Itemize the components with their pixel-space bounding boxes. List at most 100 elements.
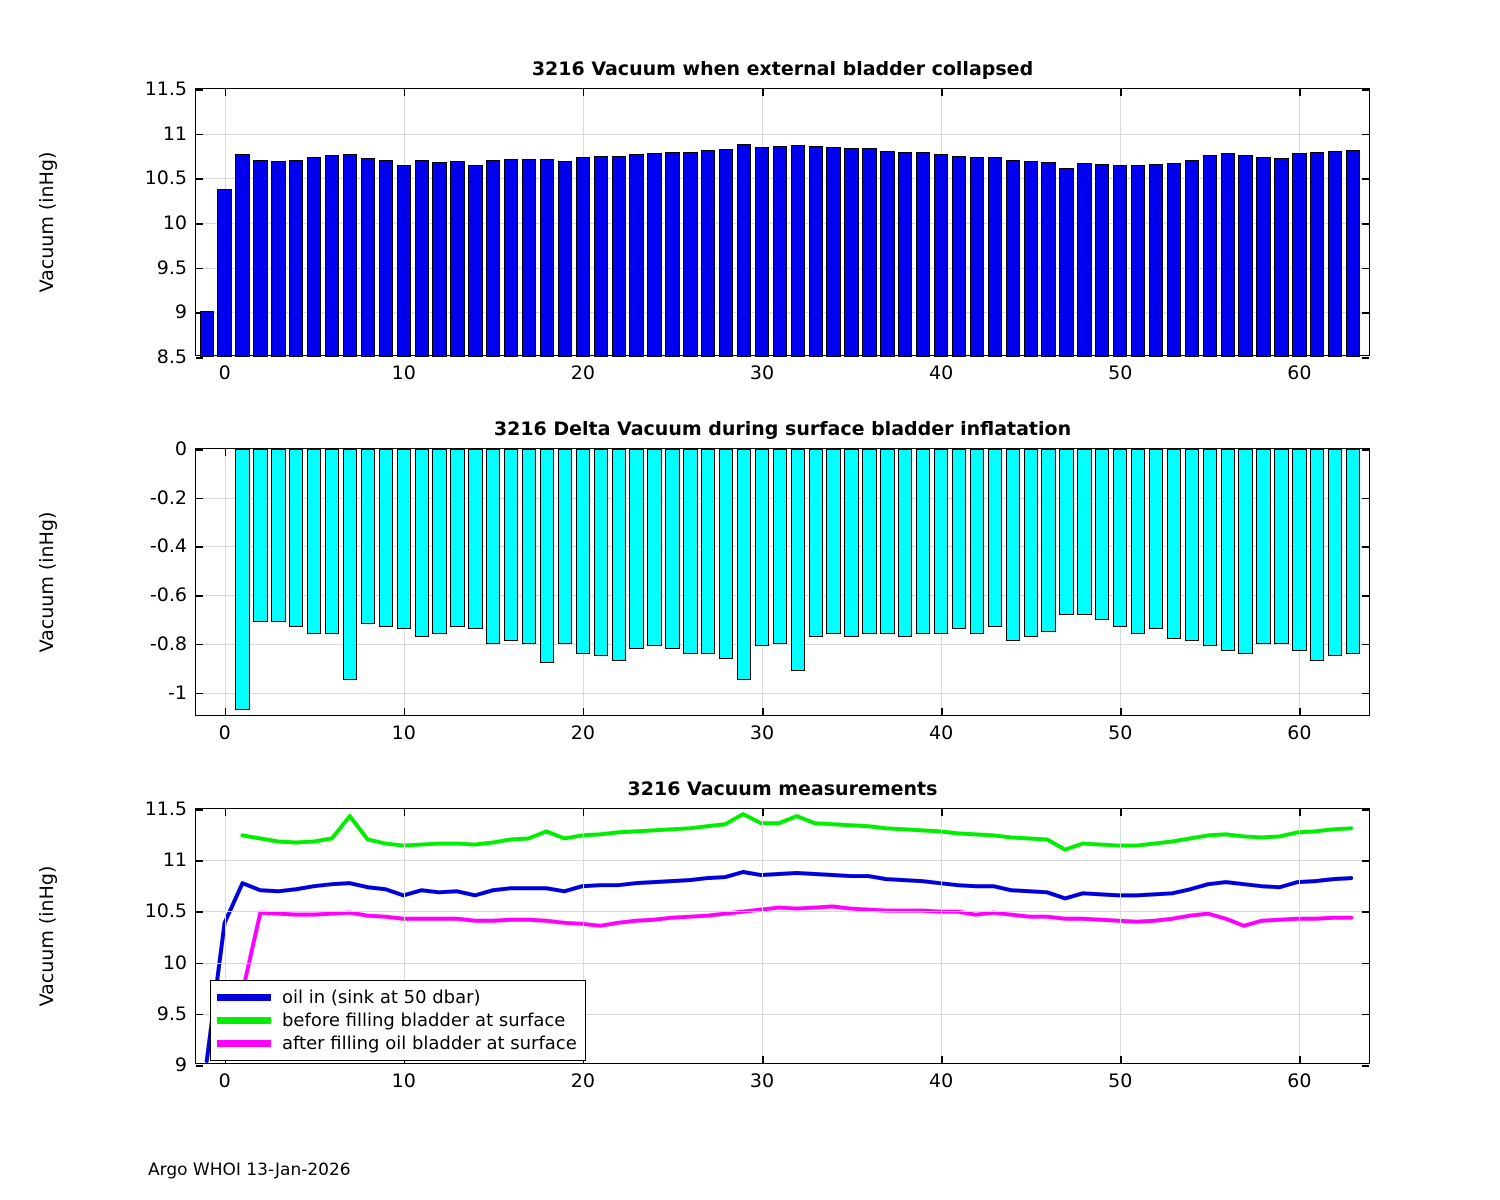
bar[interactable] (432, 162, 447, 357)
bar[interactable] (665, 152, 680, 357)
bar[interactable] (719, 449, 734, 659)
bar[interactable] (701, 149, 716, 357)
bar[interactable] (235, 449, 250, 710)
bar[interactable] (1023, 449, 1038, 637)
bar[interactable] (1256, 449, 1271, 644)
bar[interactable] (450, 449, 465, 627)
bar[interactable] (486, 449, 501, 644)
legend-item[interactable]: before filling bladder at surface (217, 1009, 577, 1032)
bar[interactable] (951, 156, 967, 357)
bar[interactable] (969, 449, 985, 635)
bar[interactable] (1202, 155, 1217, 357)
bar[interactable] (1059, 449, 1074, 615)
bar[interactable] (916, 449, 931, 635)
bar[interactable] (629, 449, 644, 649)
bar[interactable] (271, 161, 286, 357)
bar[interactable] (271, 449, 286, 622)
bar[interactable] (862, 147, 877, 357)
bar[interactable] (1166, 449, 1182, 640)
bar[interactable] (307, 156, 322, 357)
bar[interactable] (1202, 449, 1217, 647)
bar[interactable] (1041, 162, 1056, 357)
bar[interactable] (289, 159, 304, 357)
bar[interactable] (754, 147, 770, 357)
bar[interactable] (1220, 153, 1235, 357)
bar[interactable] (1095, 449, 1110, 620)
bar[interactable] (396, 449, 411, 630)
bar[interactable] (1166, 163, 1182, 357)
bar[interactable] (360, 157, 376, 357)
bar[interactable] (1345, 149, 1361, 357)
bar[interactable] (1077, 163, 1092, 357)
bar[interactable] (1148, 164, 1164, 357)
bar[interactable] (898, 449, 913, 637)
bar[interactable] (862, 449, 877, 635)
bar[interactable] (647, 449, 662, 647)
bar[interactable] (396, 164, 411, 357)
bar[interactable] (1292, 449, 1307, 652)
bar[interactable] (1310, 449, 1325, 661)
bar[interactable] (1274, 449, 1289, 644)
bar[interactable] (987, 156, 1003, 357)
bar[interactable] (360, 449, 376, 625)
bar[interactable] (324, 155, 340, 357)
bar[interactable] (736, 449, 752, 681)
bar[interactable] (414, 160, 429, 357)
bar[interactable] (539, 449, 555, 664)
bar[interactable] (539, 158, 555, 357)
bar[interactable] (772, 449, 788, 644)
bar[interactable] (1041, 449, 1056, 632)
bar[interactable] (987, 449, 1003, 627)
bar[interactable] (1184, 449, 1200, 642)
bar[interactable] (808, 146, 823, 357)
bar[interactable] (969, 156, 985, 357)
legend-item[interactable]: after filling oil bladder at surface (217, 1032, 577, 1055)
bar[interactable] (1059, 167, 1074, 357)
bar[interactable] (898, 151, 913, 357)
bar[interactable] (342, 449, 358, 681)
bar[interactable] (235, 154, 250, 357)
bar[interactable] (665, 449, 680, 649)
bar[interactable] (790, 449, 805, 671)
panel2-plot-area[interactable]: -1 -0.8 -0.6 -0.4 -0.2 0 0 10 20 30 40 50 60 (150, 438, 1370, 744)
bar[interactable] (378, 449, 394, 627)
bar[interactable] (593, 449, 608, 657)
bar[interactable] (736, 144, 752, 357)
bar[interactable] (378, 159, 394, 357)
bar[interactable] (611, 156, 626, 357)
legend-item[interactable]: oil in (sink at 50 dbar) (217, 986, 577, 1009)
bar[interactable] (468, 449, 483, 630)
bar[interactable] (880, 449, 895, 635)
bar[interactable] (1274, 157, 1289, 357)
bar[interactable] (1113, 449, 1128, 627)
bar[interactable] (1130, 449, 1146, 635)
panel1-plot-area[interactable]: 8.5 9 9.5 10 10.5 11 11.5 0 10 20 30 40 50 60 (145, 78, 1370, 384)
bar[interactable] (1184, 159, 1200, 357)
bar[interactable] (1005, 160, 1020, 357)
bar[interactable] (1005, 449, 1020, 642)
bar[interactable] (342, 154, 358, 357)
bar[interactable] (307, 449, 322, 635)
bar[interactable] (1310, 152, 1325, 357)
bar[interactable] (683, 151, 698, 357)
bar[interactable] (719, 148, 734, 357)
bar[interactable] (772, 146, 788, 357)
bar[interactable] (1328, 449, 1343, 657)
bar[interactable] (1023, 161, 1038, 357)
bar[interactable] (593, 156, 608, 357)
bar[interactable] (933, 449, 949, 635)
bar[interactable] (253, 160, 268, 357)
bar[interactable] (1345, 449, 1361, 654)
bar[interactable] (629, 154, 644, 357)
bar[interactable] (557, 161, 573, 357)
bar[interactable] (468, 164, 483, 357)
bar[interactable] (521, 449, 537, 644)
bar[interactable] (701, 449, 716, 654)
bar[interactable] (611, 449, 626, 661)
bar[interactable] (1238, 449, 1253, 654)
bar[interactable] (844, 147, 859, 357)
panel3-legend[interactable]: oil in (sink at 50 dbar) before filling b… (210, 980, 586, 1061)
bar[interactable] (1077, 449, 1092, 615)
bar[interactable] (450, 161, 465, 357)
bar[interactable] (826, 147, 841, 357)
